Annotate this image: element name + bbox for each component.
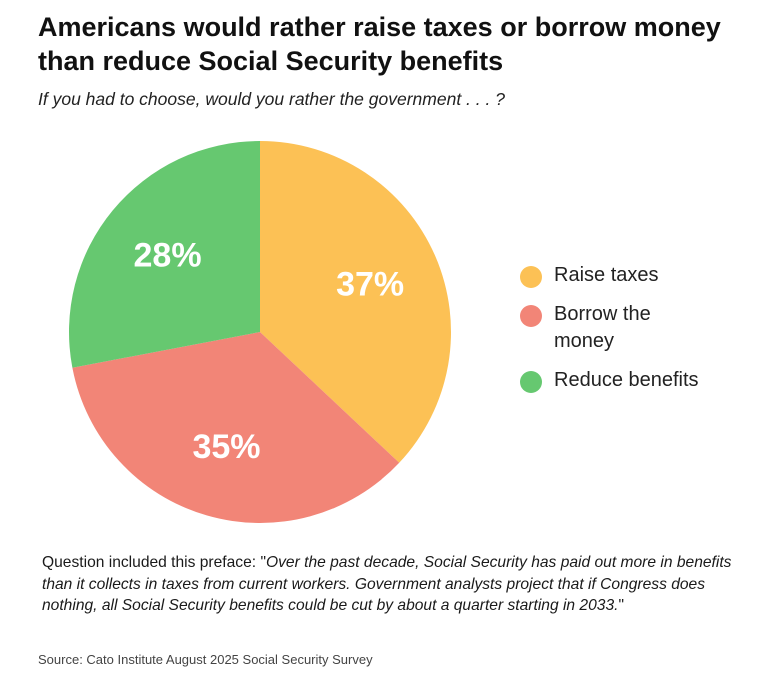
pie-slice-raise-taxes — [260, 141, 451, 463]
footnote-suffix: " — [618, 597, 625, 614]
legend-item: Borrow the money — [520, 301, 750, 355]
data-label-reduce-benefits: 28% — [134, 237, 202, 275]
legend-label: Borrow the money — [554, 303, 651, 352]
footnote-prefix: Question included this preface: " — [42, 554, 266, 571]
legend: Raise taxes Borrow the money Reduce benefi… — [520, 262, 750, 406]
pie-slice-borrow-the-money — [72, 332, 400, 524]
data-label-raise-taxes: 37% — [336, 265, 404, 303]
legend-item: Reduce benefits — [520, 367, 750, 394]
legend-swatch — [520, 305, 542, 327]
chart-subtitle: If you had to choose, would you rather t… — [38, 89, 505, 109]
chart-title: Americans would rather raise taxes or bo… — [38, 12, 721, 76]
legend-label: Reduce benefits — [554, 369, 699, 391]
data-label-borrow-the-money: 35% — [192, 428, 260, 466]
legend-item: Raise taxes — [520, 262, 750, 289]
legend-swatch — [520, 371, 542, 393]
footnote-quote: Over the past decade, Social Security ha… — [42, 554, 732, 614]
pie-slice-reduce-benefits — [68, 141, 260, 368]
legend-label: Raise taxes — [554, 264, 659, 286]
footnote: Question included this preface: "Over th… — [42, 552, 732, 617]
source-note: Source: Cato Institute August 2025 Socia… — [38, 652, 373, 667]
legend-swatch — [520, 266, 542, 288]
